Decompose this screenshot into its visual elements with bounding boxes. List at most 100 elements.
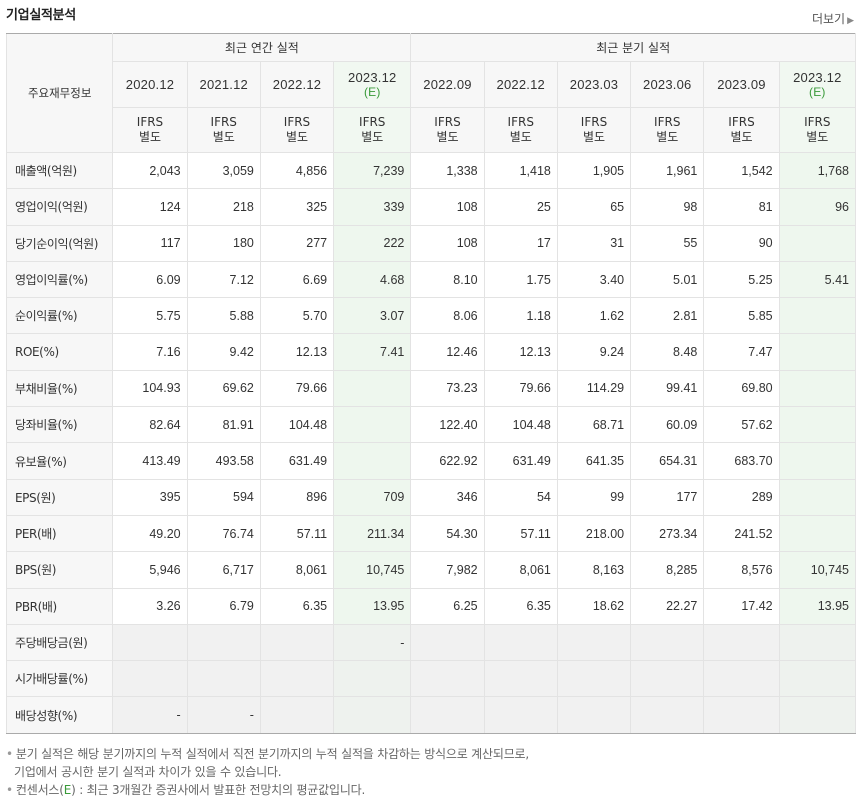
table-cell: 104.93	[112, 369, 188, 408]
table-cell: 69.80	[703, 369, 780, 408]
table-cell: 98	[630, 188, 705, 226]
table-cell: 108	[410, 188, 485, 226]
ifrs-label: IFRS	[359, 115, 386, 129]
table-row: 영업이익(억원) 124 218 325 339 108 25 65 98 81 96	[5, 188, 857, 226]
table-cell: 12.13	[259, 333, 335, 371]
table-cell	[778, 224, 857, 262]
period-year: 2023.12	[348, 70, 397, 85]
table-cell: 10,745	[333, 551, 412, 589]
table-cell: 1.75	[483, 260, 558, 299]
table-cell: 3,059	[186, 151, 261, 190]
table-row: 부채비율(%) 104.93 69.62 79.66 73.23 79.66 114.29 9…	[5, 369, 857, 408]
table-cell: 631.49	[259, 442, 335, 480]
period-year: 2023.03	[569, 76, 619, 92]
table-cell	[186, 623, 261, 662]
ifrs-label: IFRS	[804, 115, 831, 129]
section-title: 기업실적분석	[6, 8, 76, 23]
period-year: 2022.12	[272, 76, 322, 92]
table-cell: 346	[410, 478, 485, 516]
table-cell: 5,946	[112, 551, 188, 589]
table-cell: 68.71	[556, 406, 632, 444]
table-cell: 9.24	[556, 333, 632, 371]
table-cell	[410, 623, 485, 662]
table-cell	[703, 623, 780, 662]
table-cell: 8.48	[630, 333, 705, 371]
table-cell: 5.85	[703, 297, 780, 335]
table-cell: 6.79	[186, 587, 261, 625]
ifrs-label: IFRS	[434, 115, 461, 129]
table-cell: -	[186, 696, 261, 734]
table-cell: 55	[630, 224, 705, 262]
period-header: 2022.12	[483, 61, 558, 108]
table-cell	[556, 696, 632, 734]
row-label: BPS(원)	[5, 551, 114, 589]
ifrs-label: IFRS	[654, 115, 681, 129]
table-cell: 7.12	[186, 260, 261, 299]
ifrs-basis-label: 별도	[582, 130, 606, 144]
table-cell: 218.00	[556, 514, 632, 553]
table-cell: 289	[703, 478, 780, 516]
table-cell: 117	[112, 224, 188, 262]
table-cell: 4,856	[259, 151, 335, 190]
table-cell: 222	[333, 224, 412, 262]
table-cell: 49.20	[112, 514, 188, 553]
ifrs-header: IFRS 별도	[778, 107, 857, 153]
period-year: 2022.12	[496, 76, 545, 92]
table-row: 영업이익률(%) 6.09 7.12 6.69 4.68 8.10 1.75 3.40 5.01…	[5, 260, 857, 299]
table-cell: 54.30	[410, 514, 485, 553]
row-label: 순이익률(%)	[5, 297, 114, 335]
row-header-label: 주요재무정보	[5, 33, 114, 153]
row-label: 유보율(%)	[5, 442, 114, 480]
table-cell	[778, 297, 857, 335]
period-header: 2023.03	[556, 61, 632, 108]
table-cell: 8.06	[410, 297, 485, 335]
table-cell	[703, 660, 780, 698]
ifrs-basis-label: 별도	[361, 130, 384, 144]
table-cell	[333, 660, 412, 698]
period-year: 2023.09	[717, 76, 766, 92]
period-year: 2022.09	[423, 76, 472, 92]
table-cell: 17.42	[703, 587, 780, 625]
table-cell: 218	[186, 188, 261, 226]
table-cell: 277	[259, 224, 335, 262]
table-cell	[333, 442, 412, 480]
ifrs-label: IFRS	[136, 115, 164, 129]
ifrs-label: IFRS	[210, 115, 237, 129]
period-year: 2020.12	[125, 76, 175, 92]
table-cell: 654.31	[630, 442, 705, 480]
table-cell: 493.58	[186, 442, 261, 480]
table-cell: 13.95	[333, 587, 412, 625]
table-row: PBR(배) 3.26 6.79 6.35 13.95 6.25 6.35 18.62 22.2…	[5, 587, 857, 625]
table-cell: 5.01	[630, 260, 705, 299]
table-cell: 8,061	[259, 551, 335, 589]
table-row: EPS(원) 395 594 896 709 346 54 99 177 289	[5, 478, 857, 516]
table-cell: 108	[410, 224, 485, 262]
table-cell	[483, 660, 558, 698]
table-cell: 413.49	[112, 442, 188, 480]
table-cell	[630, 623, 705, 662]
table-cell: 4.68	[333, 260, 412, 299]
table-cell: 211.34	[333, 514, 412, 553]
table-cell: 594	[186, 478, 261, 516]
ifrs-label: IFRS	[507, 115, 534, 129]
table-cell	[112, 660, 188, 698]
table-cell: 8,061	[483, 551, 558, 589]
table-cell: 12.46	[410, 333, 485, 371]
table-cell: 2,043	[112, 151, 188, 190]
ifrs-header: IFRS 별도	[483, 107, 558, 153]
table-cell: 6.35	[259, 587, 335, 625]
table-cell: 325	[259, 188, 335, 226]
table-cell: 641.35	[556, 442, 632, 480]
ifrs-basis-label: 별도	[138, 130, 162, 144]
table-cell: 31	[556, 224, 632, 262]
table-cell: 122.40	[410, 406, 485, 444]
period-header: 2023.12 (E)	[778, 61, 857, 108]
more-link[interactable]: 더보기 ▶	[812, 10, 854, 27]
table-cell	[410, 660, 485, 698]
table-cell	[333, 369, 412, 408]
table-cell: 5.25	[703, 260, 780, 299]
table-cell	[778, 478, 857, 516]
period-year: 2023.12	[793, 70, 842, 85]
ifrs-label: IFRS	[580, 115, 608, 129]
table-cell: 5.70	[259, 297, 335, 335]
